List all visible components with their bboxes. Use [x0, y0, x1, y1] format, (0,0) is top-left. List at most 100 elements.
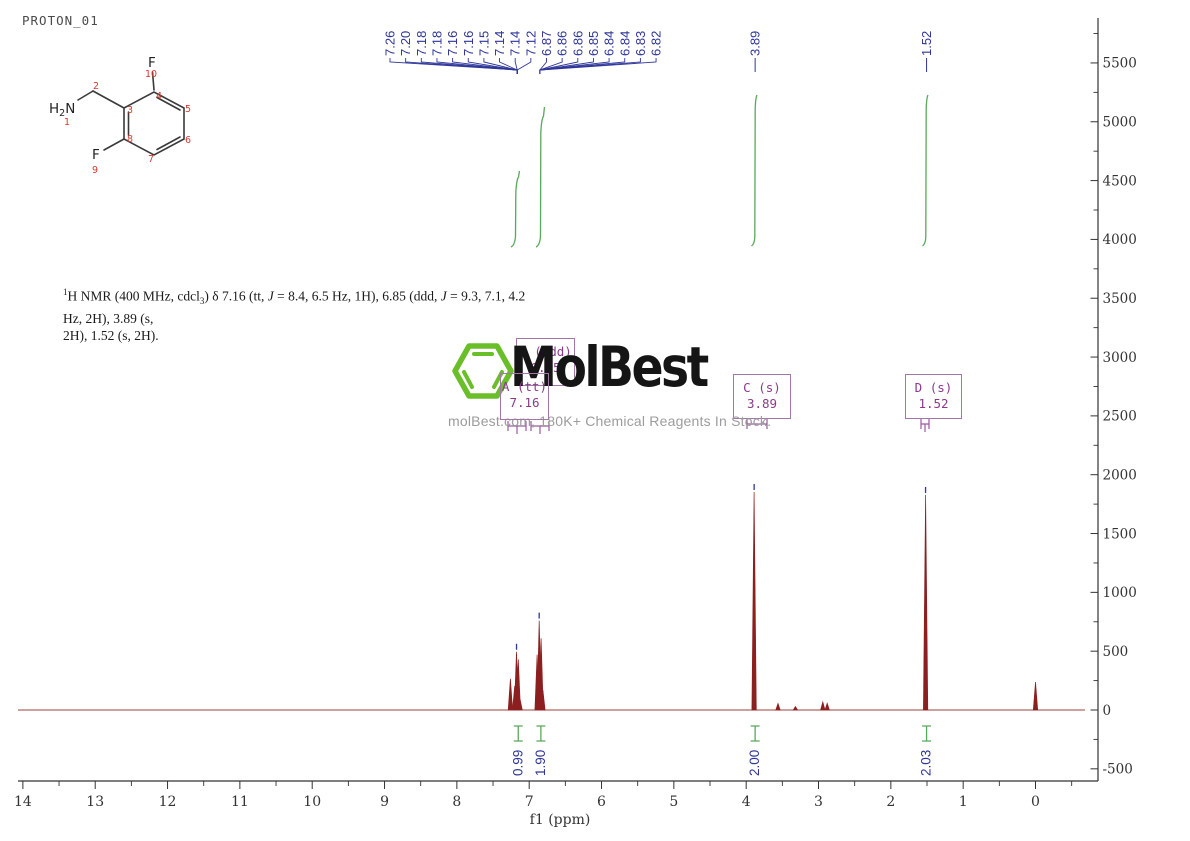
peak-label-leader — [539, 58, 641, 74]
peak-spike — [1032, 681, 1039, 711]
fluorine-bottom-label: F — [92, 147, 100, 163]
peak-label-leader — [516, 58, 532, 74]
citation-j: J — [267, 288, 274, 304]
peak-label: 6.86 — [570, 31, 585, 56]
generated-plot-elements: 14 13 12 11 10 9 8 7 6 5 4 3 2 1 055005000450040003500… — [14, 31, 1137, 810]
assignment-value: 1.52 — [918, 396, 949, 411]
assignment-label: D (s) — [914, 380, 953, 395]
peak-spike — [751, 491, 757, 711]
assignment-box-a: A (tt) 7.16 — [500, 373, 549, 420]
y-tick-label: -500 — [1103, 762, 1133, 778]
peak-label-leader — [420, 58, 518, 74]
integral-curve — [510, 170, 521, 248]
integral-curve — [535, 106, 546, 248]
citation-superscript: 1 — [63, 287, 68, 297]
integral-marker — [536, 725, 546, 742]
y-tick-label: 0 — [1103, 703, 1112, 719]
x-tick-label: 9 — [380, 794, 389, 810]
y-tick-label: 2000 — [1103, 468, 1137, 484]
peak-label: 1.52 — [919, 31, 934, 56]
assignment-label: B (ddd) — [519, 344, 572, 359]
atom-number: 1 — [64, 117, 70, 128]
atom-number: 7 — [148, 154, 154, 165]
peak-spike — [923, 494, 929, 711]
x-tick-label: 14 — [14, 794, 32, 810]
atom-number: 10 — [145, 69, 157, 80]
assignment-box-b: B (ddd) 6.85 — [516, 338, 575, 386]
benzene-logo-icon — [452, 343, 514, 399]
assignment-box-d: D (s) 1.52 — [905, 374, 962, 419]
structure-bonds — [77, 71, 185, 156]
atom-number: 6 — [185, 135, 191, 146]
x-axis-title: f1 (ppm) — [530, 812, 591, 828]
atom-number: 4 — [156, 91, 162, 102]
peak-label: 3.89 — [748, 31, 763, 56]
y-tick-label: 500 — [1103, 644, 1129, 660]
peak-label: 6.85 — [586, 31, 601, 56]
integral-label: 2.00 — [747, 750, 762, 776]
peak-label: 7.15 — [476, 31, 491, 56]
fluorine-top-label: F — [148, 55, 156, 71]
peak-label: 7.16 — [461, 31, 476, 56]
peak-label-leader — [539, 58, 657, 74]
nmr-citation: 1H NMR (400 MHz, cdcl3) δ 7.16 (tt, J = … — [63, 284, 538, 344]
x-tick-label: 10 — [303, 794, 321, 810]
assignment-value: 6.85 — [530, 360, 561, 375]
y-tick-label: 5500 — [1103, 56, 1137, 72]
citation-j: J — [440, 288, 447, 304]
integral-marker — [750, 725, 760, 742]
citation-text: H NMR (400 MHz, cdcl — [67, 288, 200, 304]
peak-label: 6.82 — [649, 31, 664, 56]
peak-label: 7.18 — [429, 31, 444, 56]
peak-spike — [507, 678, 513, 711]
y-tick-label: 5000 — [1103, 115, 1137, 131]
y-tick-label: 1000 — [1103, 585, 1137, 601]
x-tick-label: 1 — [959, 794, 968, 810]
peak-label: 7.18 — [414, 31, 429, 56]
y-tick-label: 2500 — [1103, 409, 1137, 425]
atom-number: 9 — [92, 165, 98, 176]
peak-label: 7.20 — [398, 31, 413, 56]
x-tick-label: 8 — [452, 794, 461, 810]
integral-label: 0.99 — [510, 750, 525, 776]
peak-spike — [820, 700, 826, 711]
amine-label: H2N — [49, 101, 75, 119]
structure-atom-labels: H2N F F — [49, 55, 156, 163]
range-marker-a — [507, 421, 527, 434]
x-tick-label: 3 — [814, 794, 823, 810]
y-tick-label: 1500 — [1103, 526, 1137, 542]
y-tick-label: 3000 — [1103, 350, 1137, 366]
y-tick-label: 4500 — [1103, 173, 1137, 189]
range-marker-c — [746, 419, 768, 429]
integral-curves — [510, 94, 929, 248]
atom-number: 5 — [185, 104, 191, 115]
peak-label-leader — [483, 58, 518, 74]
peak-label: 6.83 — [633, 31, 648, 56]
x-tick-label: 11 — [231, 794, 249, 810]
assignment-value: 7.16 — [509, 395, 540, 410]
assignment-range-markers — [507, 419, 930, 434]
peak-label-leader — [539, 58, 626, 74]
integral-marker — [513, 725, 523, 742]
integral-marker — [922, 725, 932, 742]
peak-spike — [824, 702, 830, 711]
structure-atom-numbers: 1 2 3 4 5 6 7 8 9 10 — [64, 69, 191, 176]
peak-label: 7.12 — [523, 31, 538, 56]
molecule-structure: H2N F F 1 2 3 4 5 6 7 8 9 10 — [49, 55, 191, 176]
experiment-title: PROTON_01 — [22, 13, 99, 28]
x-tick-label: 4 — [742, 794, 751, 810]
assignment-box-c: C (s) 3.89 — [733, 374, 791, 419]
atom-number: 2 — [93, 81, 99, 92]
peak-label: 7.16 — [445, 31, 460, 56]
x-tick-label: 7 — [525, 794, 534, 810]
peak-label: 7.14 — [492, 31, 507, 56]
citation-text: = 9.3, 7.1, 4.2 Hz, 2H), 3.89 (s, — [63, 288, 526, 327]
peak-spike — [540, 689, 546, 711]
x-tick-label: 12 — [159, 794, 177, 810]
logo-wordmark: MolBest — [510, 335, 709, 399]
integral-label: 2.03 — [919, 750, 934, 776]
peak-spike — [517, 699, 523, 711]
atom-number: 8 — [127, 134, 133, 145]
peak-spike — [775, 702, 781, 711]
peak-spike — [792, 705, 799, 711]
